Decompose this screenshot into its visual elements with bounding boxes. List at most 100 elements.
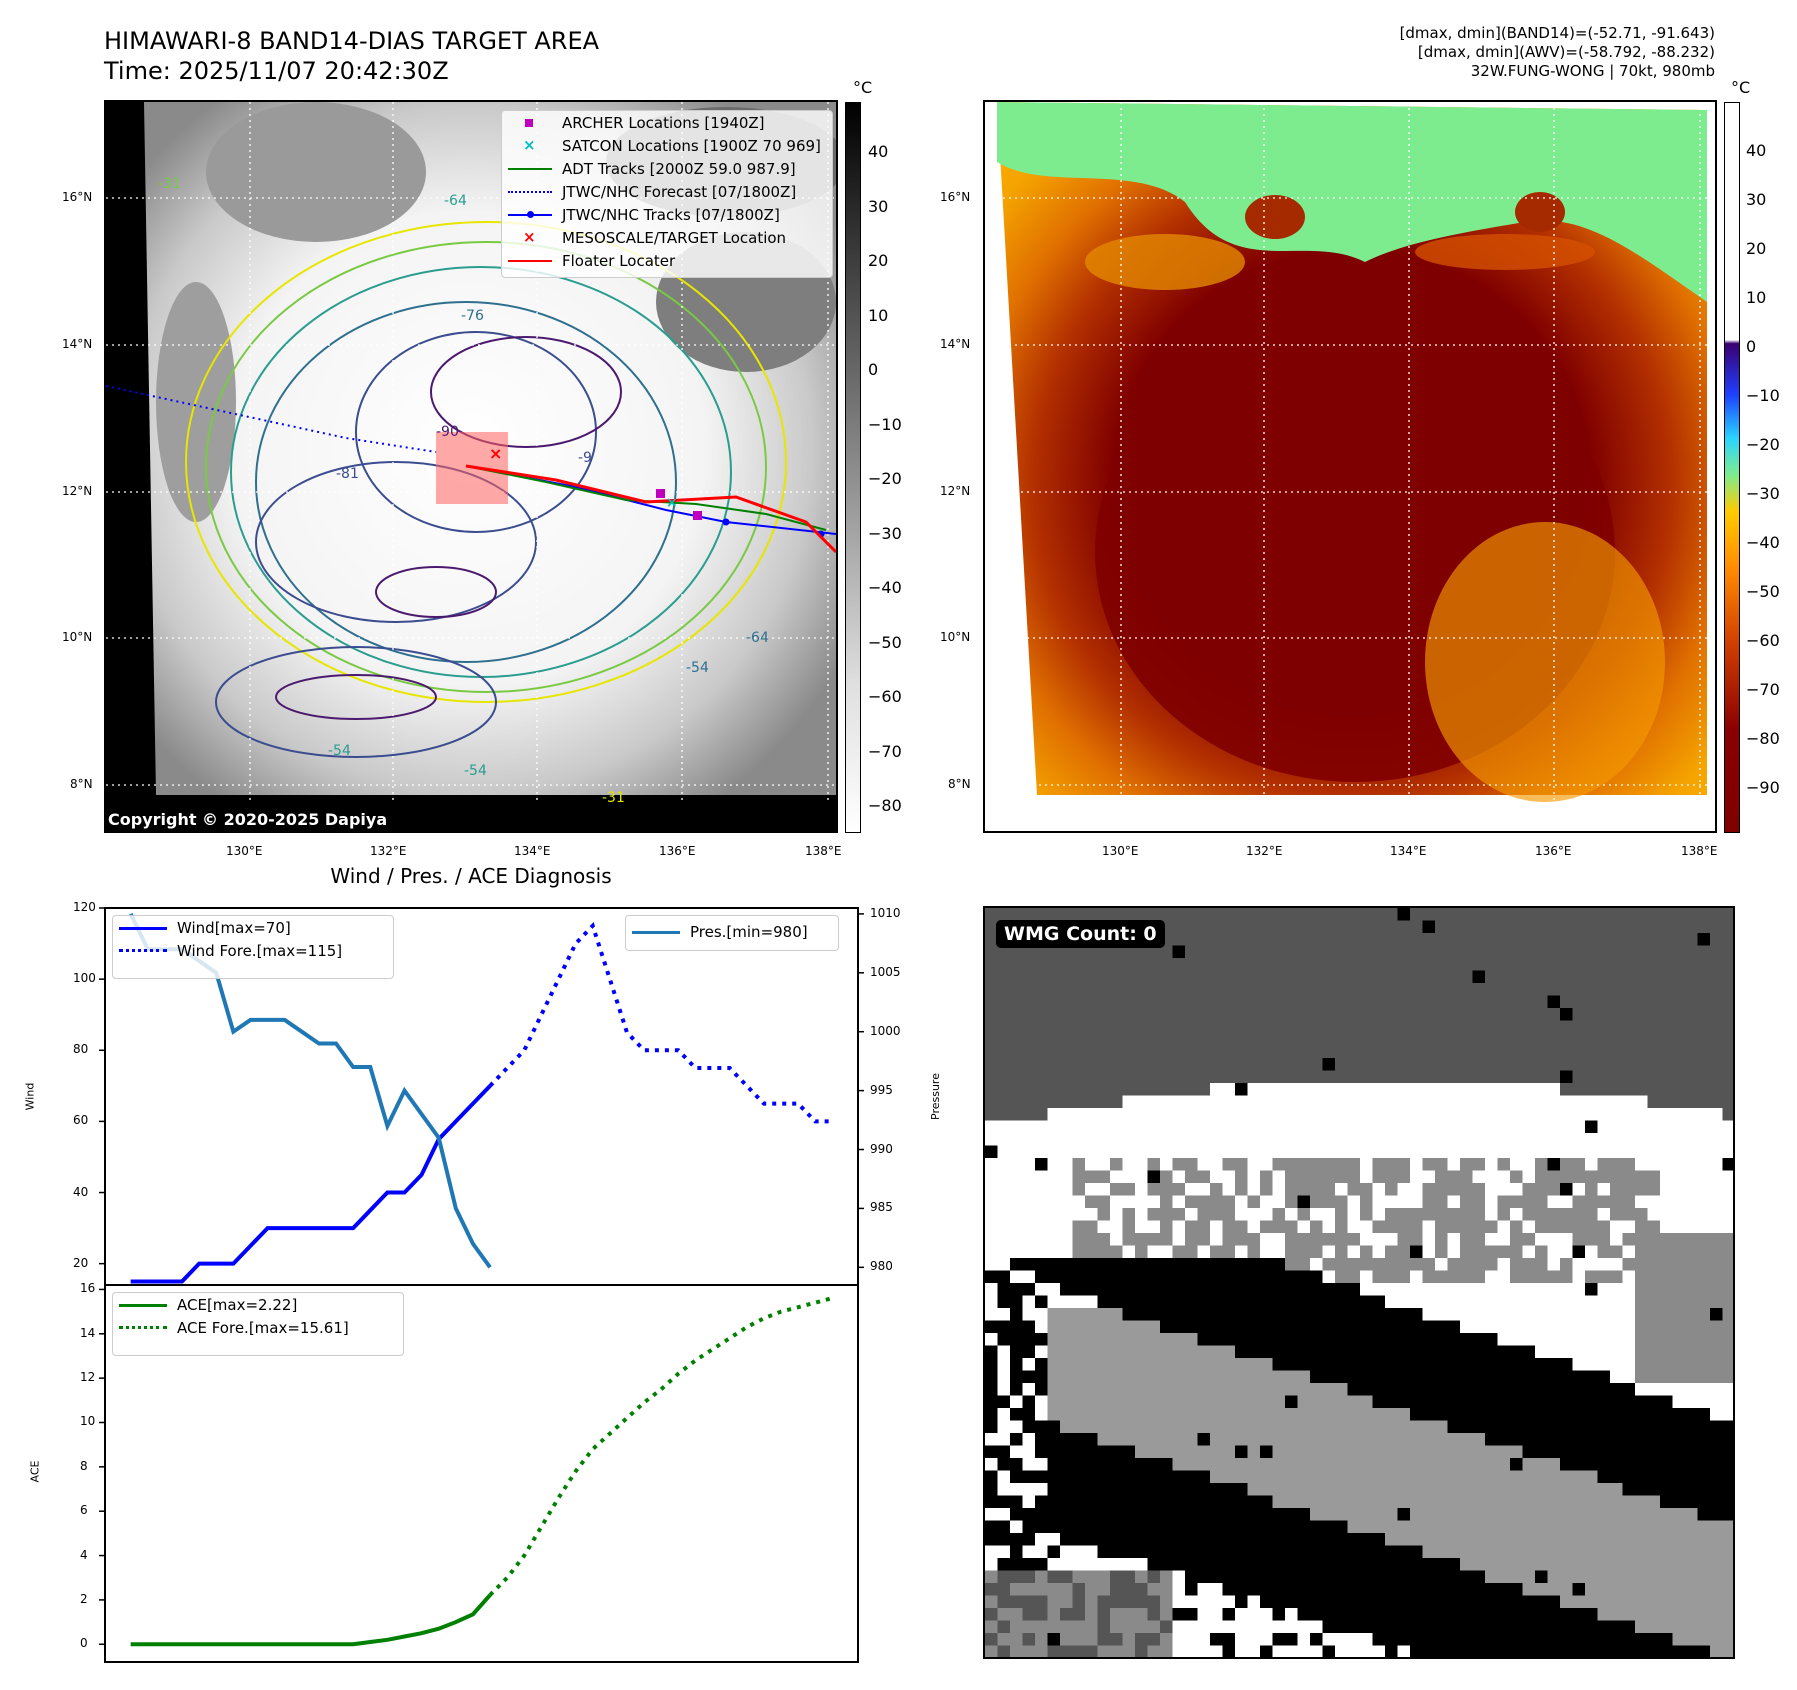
lat-label: 10°N — [940, 630, 971, 644]
main-title: HIMAWARI-8 BAND14-DIAS TARGET AREA Time:… — [104, 26, 599, 86]
color-cbar-tick: 20 — [1746, 239, 1767, 258]
lat-label: 14°N — [940, 337, 971, 351]
ace-tick-label: 8 — [80, 1458, 88, 1473]
wind-tick-label: 20 — [73, 1255, 89, 1270]
ace-tick-label: 12 — [80, 1370, 96, 1385]
legend-item-archer: ARCHER Locations [1940Z] — [502, 111, 832, 134]
legend-item-wind: Wind[max=70] — [113, 916, 393, 939]
color-cbar-tick: −90 — [1746, 778, 1780, 797]
lon-label: 138°E — [1681, 844, 1718, 858]
lon-label: 132°E — [1246, 844, 1283, 858]
legend-item-satcon: × SATCON Locations [1900Z 70 969] — [502, 134, 832, 157]
wind-tick-label: 60 — [73, 1113, 89, 1128]
color-cbar-unit: °C — [1731, 78, 1751, 97]
lon-label: 136°E — [1535, 844, 1572, 858]
gray-cbar-tick: 20 — [868, 251, 889, 270]
lat-label: 16°N — [62, 190, 93, 204]
map-legend: ARCHER Locations [1940Z] × SATCON Locati… — [501, 110, 833, 278]
gray-cbar-tick: −60 — [868, 687, 902, 706]
contour-label: -54 — [328, 743, 351, 759]
svg-text:×: × — [489, 444, 502, 463]
gray-cbar-tick: −10 — [868, 414, 902, 434]
color-cbar-tick: −70 — [1746, 680, 1780, 699]
lon-label: 136°E — [659, 844, 696, 858]
adt-line-icon — [508, 163, 552, 175]
gray-cbar-tick: 10 — [868, 305, 889, 325]
awv-map-image — [985, 102, 1715, 831]
gray-colorbar — [845, 102, 861, 833]
info-block: [dmax, dmin](BAND14)=(-52.71, -91.643) [… — [1400, 24, 1715, 81]
contour-label: -54 — [686, 660, 709, 676]
legend-item-target: × MESOSCALE/TARGET Location — [502, 226, 832, 249]
wind-tick-label: 80 — [73, 1042, 89, 1057]
ace-axis-label: ACE — [28, 1460, 42, 1483]
ace-series-line — [130, 1593, 492, 1647]
satcon-marker-icon: × — [523, 135, 536, 154]
title-line-1: HIMAWARI-8 BAND14-DIAS TARGET AREA — [104, 27, 600, 55]
copyright-text: Copyright © 2020-2025 Dapiya — [108, 810, 388, 829]
gray-cbar-tick: −20 — [868, 469, 902, 488]
color-cbar-tick: −30 — [1746, 484, 1780, 503]
diagnosis-title: Wind / Pres. / ACE Diagnosis — [330, 864, 612, 888]
wmg-grid-image — [985, 908, 1733, 1657]
info-line-3: 32W.FUNG-WONG | 70kt, 980mb — [1470, 62, 1715, 80]
gray-cbar-tick: 40 — [868, 142, 889, 161]
lon-label: 130°E — [1102, 844, 1139, 858]
legend-item-ace: ACE[max=2.22] — [113, 1293, 403, 1316]
color-cbar-tick: −80 — [1746, 729, 1780, 748]
color-colorbar — [1724, 102, 1740, 833]
wind-tick-label: 40 — [73, 1184, 89, 1199]
target-marker-icon: × — [523, 227, 536, 246]
pressure-tick-label: 1010 — [870, 905, 901, 920]
legend-item-wind-forecast: Wind Fore.[max=115] — [113, 939, 393, 962]
wind-tick-label: 120 — [73, 900, 96, 914]
color-cbar-tick: −40 — [1746, 533, 1780, 552]
wind-axis-label: Wind — [23, 1082, 37, 1111]
gray-cbar-tick: −40 — [868, 578, 902, 597]
forecast-dotted-icon — [508, 186, 552, 198]
wmg-panel — [983, 906, 1735, 1659]
ace-tick-label: 2 — [80, 1591, 88, 1606]
lat-label: 14°N — [62, 337, 93, 351]
floater-line-icon — [508, 255, 552, 267]
pressure-tick-label: 990 — [870, 1141, 893, 1156]
gray-cbar-tick: 0 — [868, 360, 879, 379]
awv-map-panel — [983, 100, 1717, 833]
ace-tick-label: 0 — [80, 1636, 88, 1651]
ace-tick-label: 14 — [80, 1325, 96, 1340]
ace-tick-label: 4 — [80, 1547, 88, 1562]
lon-label: 130°E — [226, 844, 263, 858]
gray-cbar-tick: 30 — [868, 196, 889, 216]
color-cbar-tick: 40 — [1746, 141, 1767, 160]
wind-series-line — [130, 1084, 492, 1284]
color-cbar-tick: −10 — [1746, 386, 1780, 405]
band14-map-panel: × × -31 -64 -76 -90 -81 -54 -64 -54 -54 … — [104, 100, 838, 833]
color-cbar-tick: 0 — [1746, 337, 1757, 356]
pressure-tick-label: 995 — [870, 1082, 893, 1097]
ace-line-icon — [119, 1299, 167, 1311]
lat-label: 8°N — [948, 777, 971, 791]
wind-forecast-series-line — [488, 921, 833, 1124]
ace-legend: ACE[max=2.22] ACE Fore.[max=15.61] — [112, 1292, 404, 1356]
pressure-line-icon — [632, 926, 680, 938]
contour-label: -76 — [461, 308, 484, 324]
wind-legend: Wind[max=70] Wind Fore.[max=115] — [112, 915, 394, 979]
pressure-tick-label: 985 — [870, 1200, 893, 1215]
track-line-dot-icon — [508, 209, 552, 221]
color-cbar-tick: −60 — [1746, 631, 1780, 650]
contour-label: -64 — [746, 630, 769, 646]
lon-label: 134°E — [1390, 844, 1427, 858]
info-line-2: [dmax, dmin](AWV)=(-58.792, -88.232) — [1417, 43, 1715, 61]
pressure-legend: Pres.[min=980] — [625, 915, 839, 951]
lon-label: 134°E — [514, 844, 551, 858]
color-cbar-tick: −50 — [1746, 582, 1780, 601]
lat-label: 12°N — [62, 484, 93, 498]
title-line-2: Time: 2025/11/07 20:42:30Z — [104, 57, 449, 85]
lon-label: 138°E — [805, 844, 842, 858]
legend-item-pressure: Pres.[min=980] — [626, 916, 838, 948]
pressure-tick-label: 1000 — [870, 1023, 901, 1038]
ace-tick-label: 16 — [80, 1281, 96, 1296]
info-line-1: [dmax, dmin](BAND14)=(-52.71, -91.643) — [1399, 24, 1715, 42]
gray-cbar-tick: −70 — [868, 741, 902, 761]
ace-tick-label: 6 — [80, 1503, 88, 1518]
